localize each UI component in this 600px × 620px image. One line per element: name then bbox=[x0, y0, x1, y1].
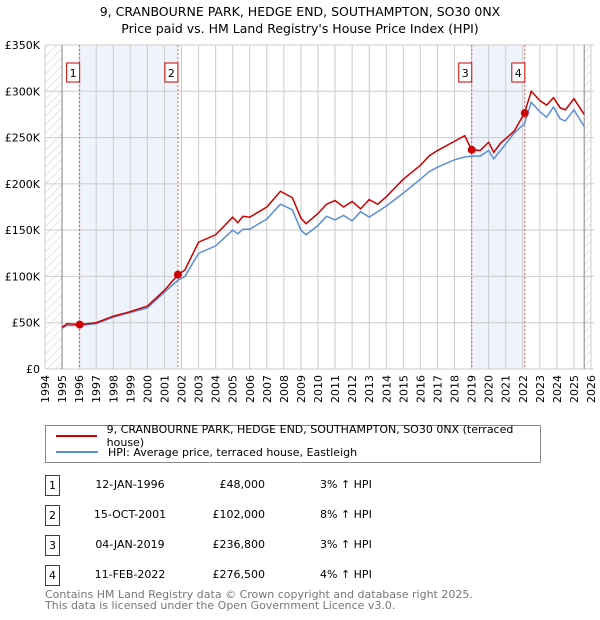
footer-line-2: This data is licensed under the Open Gov… bbox=[45, 599, 396, 612]
y-tick-label: £200K bbox=[5, 178, 41, 191]
chart-subtitle: Price paid vs. HM Land Registry's House … bbox=[121, 21, 479, 36]
shaded-period bbox=[79, 45, 178, 369]
x-tick-label: 2023 bbox=[534, 375, 547, 403]
x-tick-label: 1997 bbox=[90, 375, 103, 403]
hatched-region bbox=[584, 45, 591, 369]
x-tick-label: 2004 bbox=[210, 375, 223, 403]
x-tick-label: 2024 bbox=[551, 375, 564, 403]
sale-number-box: 4 bbox=[45, 565, 60, 586]
sale-label-box bbox=[458, 62, 473, 83]
x-tick-label: 1995 bbox=[56, 375, 69, 403]
legend-hpi-label: HPI: Average price, terraced house, East… bbox=[108, 445, 358, 459]
shaded-period bbox=[471, 45, 525, 369]
x-tick-label: 2007 bbox=[261, 375, 274, 403]
x-tick-label: 2021 bbox=[500, 375, 513, 403]
sale-price: £236,800 bbox=[212, 538, 266, 551]
sale-point bbox=[173, 270, 182, 279]
sale-label-box bbox=[66, 62, 81, 83]
x-tick-label: 2003 bbox=[193, 375, 206, 403]
sale-label-box bbox=[511, 62, 526, 83]
x-tick-label: 2009 bbox=[295, 375, 308, 403]
hatched-region bbox=[45, 45, 63, 369]
sale-row: 3 04-JAN-2019 £236,800 3% ↑ HPI bbox=[45, 535, 545, 556]
sale-number-box: 1 bbox=[45, 475, 60, 496]
legend-blue-line bbox=[56, 451, 98, 453]
sale-point bbox=[75, 320, 84, 329]
sale-price: £102,000 bbox=[212, 508, 266, 521]
footer-line-1: Contains HM Land Registry data © Crown c… bbox=[45, 588, 473, 601]
sale-row: 4 11-FEB-2022 £276,500 4% ↑ HPI bbox=[45, 565, 545, 586]
x-tick-label: 2015 bbox=[397, 375, 410, 403]
x-tick-label: 2020 bbox=[483, 375, 496, 403]
sale-number-box: 2 bbox=[45, 505, 60, 526]
sale-label-number: 4 bbox=[515, 67, 522, 80]
sale-point bbox=[467, 145, 476, 154]
chart-title: 9, CRANBOURNE PARK, HEDGE END, SOUTHAMPT… bbox=[99, 4, 501, 19]
legend: 9, CRANBOURNE PARK, HEDGE END, SOUTHAMPT… bbox=[45, 423, 541, 463]
sale-point bbox=[520, 109, 529, 118]
x-tick-label: 2006 bbox=[244, 375, 257, 403]
x-tick-label: 2005 bbox=[227, 375, 240, 403]
x-tick-label: 1996 bbox=[73, 375, 86, 403]
sale-number-box: 3 bbox=[45, 535, 60, 556]
sale-hpi-diff: 4% ↑ HPI bbox=[320, 568, 372, 581]
x-tick-label: 1999 bbox=[124, 375, 137, 403]
sale-date: 04-JAN-2019 bbox=[95, 538, 165, 551]
sale-date: 12-JAN-1996 bbox=[95, 478, 165, 491]
x-tick-label: 2012 bbox=[346, 375, 359, 403]
x-tick-label: 2018 bbox=[449, 375, 462, 403]
x-tick-label: 2013 bbox=[363, 375, 376, 403]
y-tick-label: £50K bbox=[12, 317, 41, 330]
x-tick-label: 2025 bbox=[568, 375, 581, 403]
sale-price: £276,500 bbox=[212, 568, 266, 581]
sale-label-number: 1 bbox=[70, 67, 77, 80]
x-tick-label: 2019 bbox=[466, 375, 479, 403]
y-tick-label: £350K bbox=[5, 39, 41, 52]
sale-label-box bbox=[164, 62, 179, 83]
x-tick-label: 2000 bbox=[141, 375, 154, 403]
y-tick-label: £100K bbox=[5, 270, 41, 283]
sale-date: 15-OCT-2001 bbox=[93, 508, 167, 521]
sale-hpi-diff: 3% ↑ HPI bbox=[320, 478, 372, 491]
sale-date: 11-FEB-2022 bbox=[94, 568, 166, 581]
footer: Contains HM Land Registry data © Crown c… bbox=[45, 589, 473, 611]
x-tick-label: 2022 bbox=[517, 375, 530, 403]
x-tick-label: 1998 bbox=[107, 375, 120, 403]
x-tick-label: 1994 bbox=[39, 375, 52, 403]
x-tick-label: 2017 bbox=[431, 375, 444, 403]
y-tick-label: £300K bbox=[5, 85, 41, 98]
x-tick-label: 2011 bbox=[329, 375, 342, 403]
legend-property-label: 9, CRANBOURNE PARK, HEDGE END, SOUTHAMPT… bbox=[106, 423, 514, 449]
x-tick-label: 2010 bbox=[312, 375, 325, 403]
y-tick-label: £250K bbox=[5, 132, 41, 145]
x-tick-label: 2001 bbox=[158, 375, 171, 403]
x-tick-label: 2026 bbox=[585, 375, 598, 403]
sale-label-number: 2 bbox=[168, 67, 175, 80]
hpi-line bbox=[61, 100, 585, 329]
sale-row: 1 12-JAN-1996 £48,000 3% ↑ HPI bbox=[45, 475, 545, 496]
plot-area: 1994 1995 1996 1997 1998 1999 2000 2001 2002 2003… bbox=[5, 39, 598, 403]
x-tick-label: 2008 bbox=[278, 375, 291, 403]
sale-label-number: 3 bbox=[462, 67, 469, 80]
sale-hpi-diff: 3% ↑ HPI bbox=[320, 538, 372, 551]
sale-price: £48,000 bbox=[219, 478, 266, 491]
sale-row: 2 15-OCT-2001 £102,000 8% ↑ HPI bbox=[45, 505, 545, 526]
y-tick-label: £150K bbox=[5, 224, 41, 237]
x-tick-label: 2014 bbox=[380, 375, 393, 403]
sale-hpi-diff: 8% ↑ HPI bbox=[320, 508, 372, 521]
x-tick-label: 2002 bbox=[176, 375, 189, 403]
y-tick-label: £0 bbox=[26, 363, 40, 376]
x-tick-label: 2016 bbox=[414, 375, 427, 403]
legend-red-line bbox=[56, 435, 97, 437]
